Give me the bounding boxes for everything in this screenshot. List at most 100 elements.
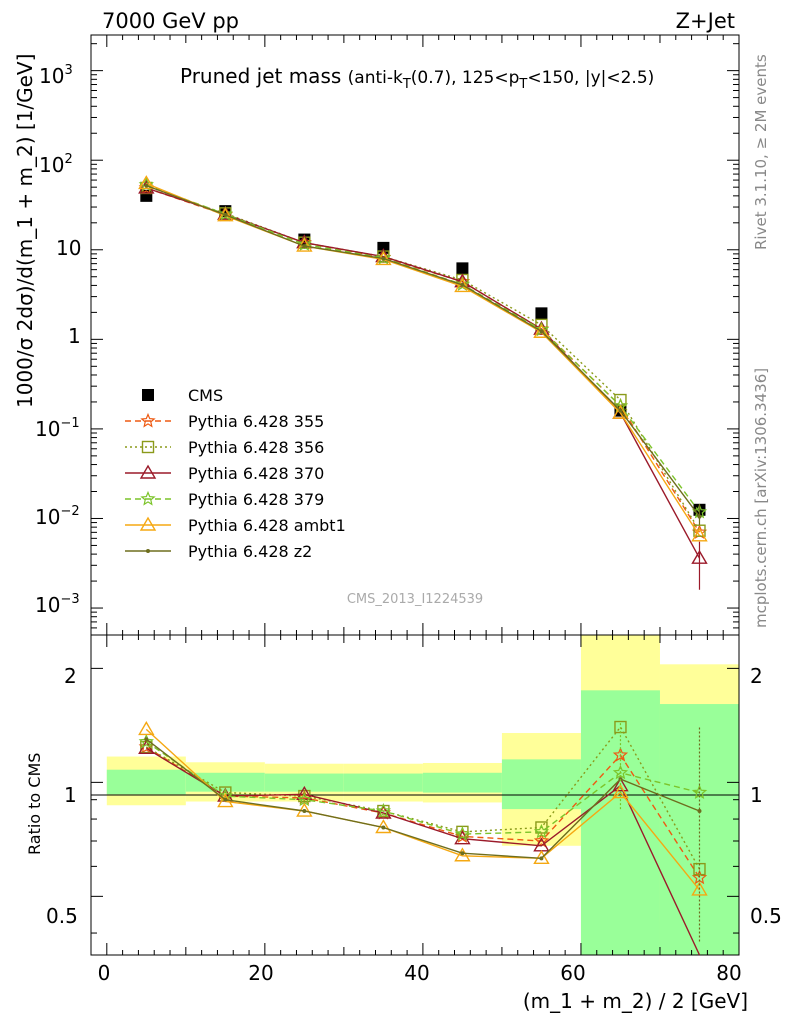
ratio-line [145,747,701,956]
x-tick-label-0: 0 [98,961,111,985]
data-point [618,408,623,413]
legend-entry-pythia-6-428-379: Pythia 6.428 379 [125,490,324,509]
ratio-band-inner [501,759,581,810]
legend-entry-pythia-6-428-355: Pythia 6.428 355 [125,412,324,431]
legend-label: Pythia 6.428 370 [188,464,324,483]
legend: CMS Pythia 6.428 355 Pythia 6.428 356 Pythi… [125,386,346,561]
ratio-point [612,777,629,792]
ratio-series-layer [138,720,708,956]
data-point [144,183,149,188]
ratio-line [145,725,701,870]
legend-label: CMS [188,386,223,405]
data-point [454,278,471,293]
ratio-point [533,823,550,839]
data-point [138,175,155,190]
data-point [691,527,708,542]
ratio-point [533,832,550,848]
ratio-point [223,797,228,802]
series-line [146,184,701,513]
main-y-axis-label: 1000/σ 2dσ)/d(m_1 + m_2) [1/GeV] [13,54,37,408]
y-tick-label-1: 1 [68,324,81,348]
data-point [456,262,469,275]
data-point [539,329,544,334]
ratio-point [612,747,629,762]
series-line [146,184,701,518]
data-point [217,207,234,222]
legend-marker [139,516,157,531]
ratio-tick-label-1-left: 1 [64,783,77,807]
ratio-line [145,746,701,879]
legend-entry-pythia-6-428-370: Pythia 6.428 370 [125,464,324,483]
ratio-tick-label-05-right: 0.5 [750,904,782,928]
ratio-band-inner [185,772,265,792]
ratio-band-inner [106,769,186,795]
ratio-band-inner [422,772,502,793]
legend-entry-pythia-6-428-z2: Pythia 6.428 z2 [125,542,312,561]
ratio-tick-label-2-left: 2 [64,664,77,688]
ratio-band-inner [264,773,344,792]
data-point [533,320,550,335]
ratio-point [454,826,471,841]
plot-title: Pruned jet mass (anti-kT(0.7), 125<pT<15… [180,64,654,92]
data-point [535,307,548,320]
y-tick-label-1e-2: 10−2 [35,504,80,529]
legend-label: Pythia 6.428 ambt1 [188,516,346,535]
side-label-rivet: Rivet 3.1.10, ≥ 2M events [752,54,770,250]
axis-ticks [91,35,740,955]
ratio-tick-label-1-right: 1 [750,783,763,807]
series-pythia-6-428-z2 [144,183,702,519]
analysis-watermark: CMS_2013_I1224539 [347,592,483,607]
ratio-point [697,809,702,814]
ratio-point [302,809,307,814]
legend-marker [140,412,156,428]
ratio-point [138,733,154,749]
main-y-tick-labels: 103 102 10 1 10−1 10−2 10−3 [35,63,81,617]
ratio-point [144,737,149,742]
ratio-tick-label-05-left: 0.5 [46,904,78,928]
ratio-y-axis-label: Ratio to CMS [25,753,44,855]
ratio-point [296,791,312,807]
legend-entry-pythia-6-428-356: Pythia 6.428 356 [125,438,324,457]
ratio-series-pythia-6-428-z2 [144,737,702,861]
legend-label: Pythia 6.428 355 [188,412,324,431]
legend-marker [139,464,157,479]
series-line [146,187,701,532]
ratio-point [533,849,550,865]
data-point [375,249,392,265]
ratio-point [612,784,629,799]
data-point [533,323,550,338]
ratio-line [145,728,701,891]
ratio-point [454,847,471,862]
legend-label: Pythia 6.428 379 [188,490,324,509]
y-tick-label-1e-3: 10−3 [35,592,80,617]
y-tick-label-1e3: 103 [39,63,73,88]
ratio-line [145,738,700,860]
ratio-point [375,802,392,818]
data-point [460,282,465,287]
ratio-band-inner [343,773,423,792]
ratio-band-inner [580,690,660,955]
x-tick-label-80: 80 [716,961,741,985]
side-label-mcplots: mcplots.cern.ch [arXiv:1306.3436] [752,368,770,628]
ratio-point [381,825,386,830]
data-point [381,256,386,261]
process-label: Z+Jet [676,9,735,33]
y-tick-label-1e2: 102 [39,152,73,177]
legend-label: Pythia 6.428 356 [188,438,324,457]
data-point [223,212,228,217]
legend-entry-pythia-6-428-ambt1: Pythia 6.428 ambt1 [125,516,346,535]
y-tick-label-10: 10 [56,236,81,260]
series-pythia-6-428-355 [138,179,708,539]
ratio-tick-label-2-right: 2 [750,664,763,688]
series-pythia-6-428-ambt1 [138,175,708,542]
x-tick-label-40: 40 [404,961,429,985]
y-tick-label-1e-1: 10−1 [35,416,80,441]
data-point [140,189,153,202]
ratio-point [539,856,544,861]
ratio-point [691,881,708,896]
x-tick-label-60: 60 [560,961,585,985]
series-pythia-6-428-356 [140,181,706,537]
energy-label: 7000 GeV pp [102,9,239,33]
legend-label: Pythia 6.428 z2 [188,542,312,561]
